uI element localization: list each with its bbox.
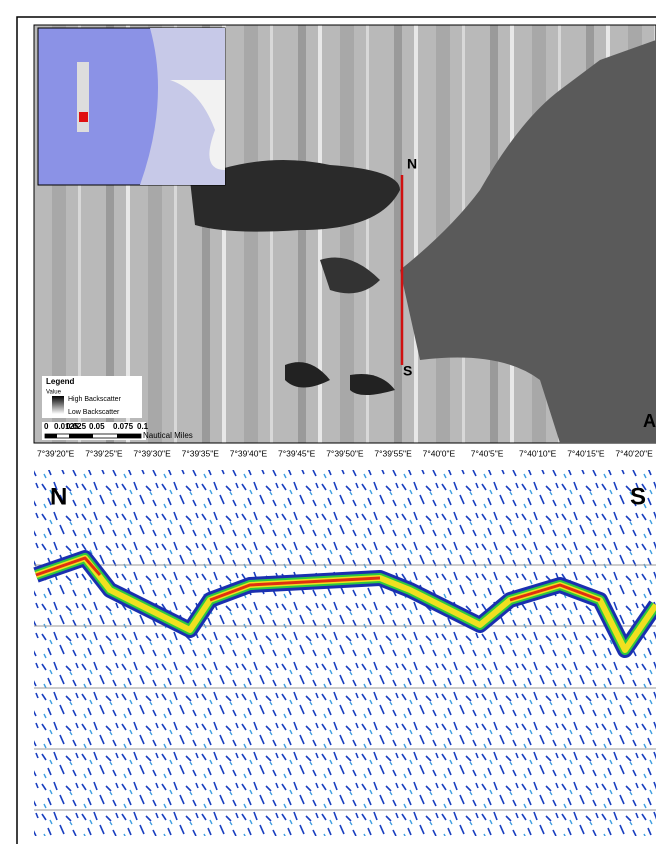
longitude-label: 7°39'55"E xyxy=(374,448,412,458)
longitude-label: 7°40'20"E xyxy=(615,448,653,458)
longitude-label: 7°39'20"E xyxy=(37,448,75,458)
figure: N S A Legend Value High Backscatter Low … xyxy=(0,0,656,844)
echogram-south-label: S xyxy=(630,483,646,510)
longitude-label: 7°39'25"E xyxy=(85,448,123,458)
legend-title: Legend xyxy=(46,377,75,386)
legend-low: Low Backscatter xyxy=(68,409,120,416)
scale-label: 0.1 xyxy=(137,422,149,431)
legend-field: Value xyxy=(46,390,62,396)
longitude-label: 7°40'15"E xyxy=(567,448,605,458)
scale-label: 0.025 xyxy=(66,422,87,431)
scale-unit: Nautical Miles xyxy=(143,431,193,440)
longitude-label: 7°40'10"E xyxy=(519,448,557,458)
longitude-label: 7°39'50"E xyxy=(326,448,364,458)
longitude-label: 7°39'45"E xyxy=(278,448,316,458)
scale-label: 0 xyxy=(44,422,49,431)
longitude-label: 7°40'0"E xyxy=(423,448,456,458)
echogram xyxy=(34,470,656,836)
longitude-label: 7°39'40"E xyxy=(230,448,268,458)
panel-letter: A xyxy=(643,411,656,431)
longitude-label: 7°39'30"E xyxy=(133,448,171,458)
south-label: S xyxy=(403,363,412,379)
scale-label: 0.075 xyxy=(113,422,134,431)
legend-high: High Backscatter xyxy=(68,396,122,403)
north-label: N xyxy=(407,156,417,172)
echogram-north-label: N xyxy=(50,483,67,510)
inset-map xyxy=(38,28,225,185)
legend: Legend Value High Backscatter Low Backsc… xyxy=(42,376,142,418)
longitude-label: 7°40'5"E xyxy=(471,448,504,458)
scale-label: 0.05 xyxy=(89,422,105,431)
longitude-label: 7°39'35"E xyxy=(182,448,220,458)
longitude-labels: 7°39'20"E 7°39'25"E 7°39'30"E 7°39'35"E 7°39… xyxy=(37,448,653,458)
